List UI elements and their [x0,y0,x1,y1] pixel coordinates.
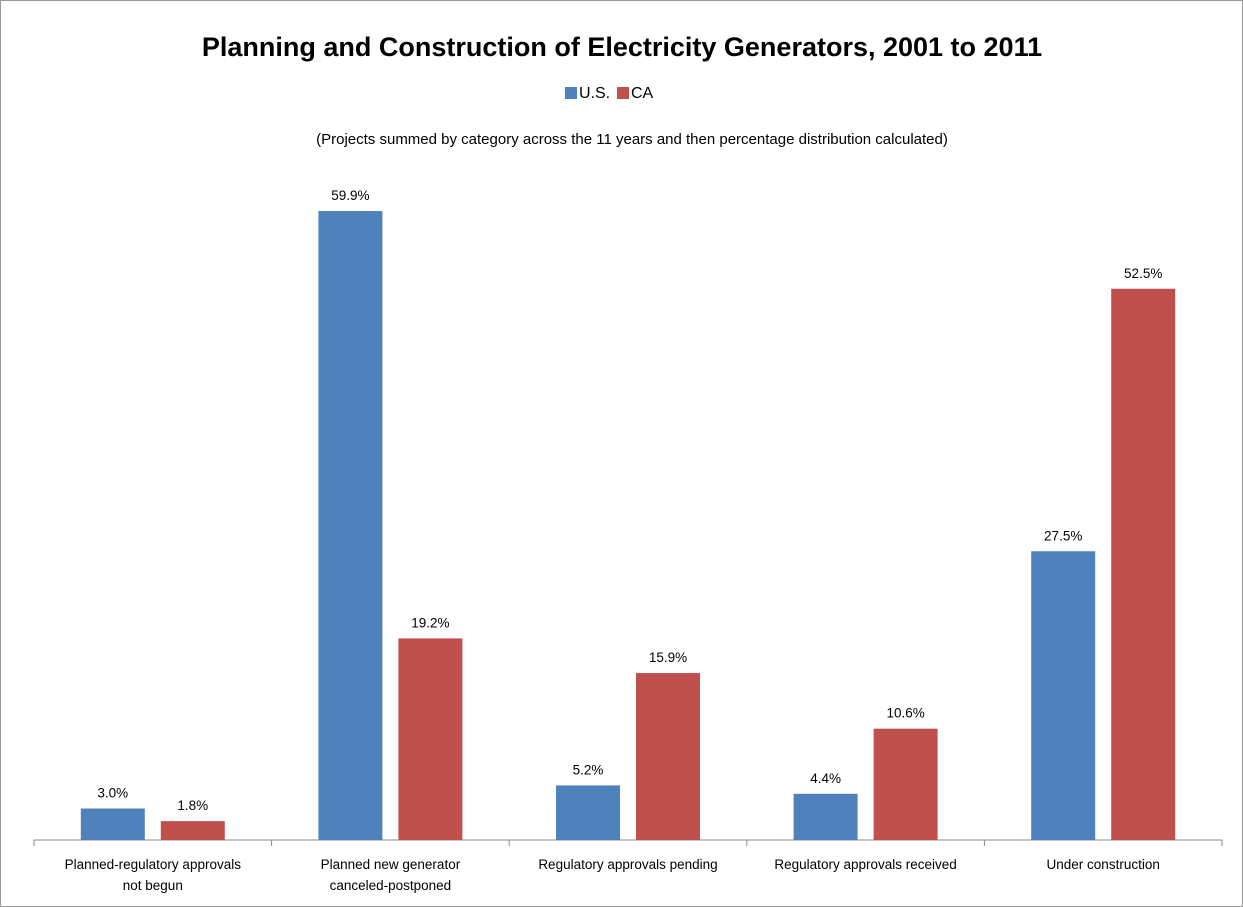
legend-swatch-us [565,87,577,99]
category-label: not begun [123,878,183,893]
category-label: Under construction [1047,857,1160,872]
data-label-ca: 10.6% [886,706,924,721]
legend-swatch-ca [617,87,629,99]
bars-group [80,211,1176,841]
category-label: Planned new generator [321,857,461,872]
data-label-us: 5.2% [573,762,604,777]
category-labels-group: Planned-regulatory approvals not begun Pla… [65,857,1160,893]
bar-us [793,793,858,840]
category-label: Regulatory approvals pending [538,857,717,872]
data-label-ca: 15.9% [649,650,687,665]
bar-us [318,211,383,841]
bar-ca [160,821,225,840]
category-label: Planned-regulatory approvals [65,857,242,872]
data-labels-group: 3.0% 1.8% 59.9% 19.2% 5.2% 15.9% 4.4% 10.6% 27.5… [97,188,1162,813]
category-label: canceled-postponed [330,878,452,893]
data-label-us: 27.5% [1044,528,1082,543]
data-label-us: 4.4% [810,771,841,786]
bar-ca [636,673,700,840]
bar-ca [1111,288,1176,840]
data-label-us: 59.9% [331,188,369,203]
data-label-ca: 19.2% [411,615,449,630]
bar-us [556,785,620,840]
bar-us [80,808,145,840]
bar-ca [873,728,938,840]
category-label: Regulatory approvals received [774,857,956,872]
legend-label-us: U.S. [579,85,610,102]
chart-title: Planning and Construction of Electricity… [202,32,1042,62]
data-label-ca: 1.8% [177,798,208,813]
chart-subtitle: (Projects summed by category across the … [316,131,948,148]
legend: U.S. CA [565,85,654,102]
data-label-ca: 52.5% [1124,266,1162,281]
bar-ca [398,638,463,840]
x-axis-ticks [33,840,1223,846]
data-label-us: 3.0% [97,786,128,801]
legend-label-ca: CA [631,85,654,102]
bar-us [1031,551,1096,840]
